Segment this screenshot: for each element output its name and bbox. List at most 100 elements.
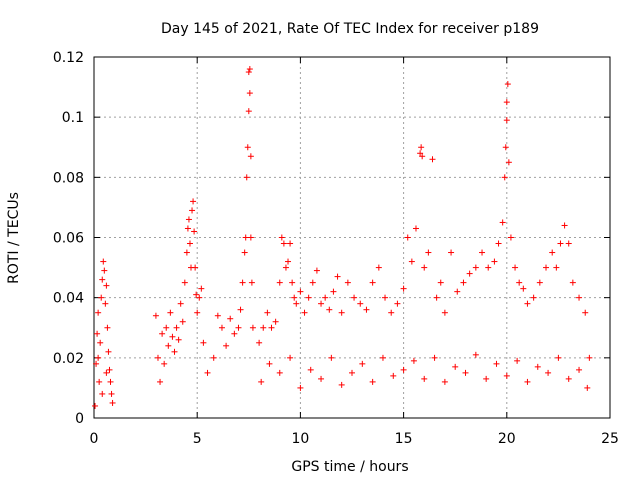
data-point-marker <box>425 249 432 256</box>
data-point-marker <box>99 390 106 397</box>
data-point-marker <box>369 279 376 286</box>
data-point-marker <box>501 174 508 181</box>
x-tick-label: 15 <box>395 431 413 447</box>
data-point-marker <box>100 258 107 265</box>
data-point-marker <box>582 309 589 316</box>
data-point-marker <box>357 300 364 307</box>
data-point-marker <box>305 294 312 301</box>
x-tick-label: 5 <box>193 431 202 447</box>
data-point-marker <box>495 240 502 247</box>
data-point-marker <box>382 294 389 301</box>
data-point-marker <box>94 330 101 337</box>
data-point-marker <box>99 276 106 283</box>
data-point-marker <box>183 249 190 256</box>
data-point-marker <box>359 360 366 367</box>
data-point-marker <box>503 99 510 106</box>
y-tick-label: 0.12 <box>53 50 84 66</box>
data-point-marker <box>462 369 469 376</box>
data-point-marker <box>276 279 283 286</box>
x-tick-label: 0 <box>90 431 99 447</box>
data-point-marker <box>338 309 345 316</box>
data-point-marker <box>231 330 238 337</box>
data-point-marker <box>191 228 198 235</box>
data-point-marker <box>200 339 207 346</box>
data-point-marker <box>344 279 351 286</box>
data-point-marker <box>204 369 211 376</box>
data-point-marker <box>248 279 255 286</box>
data-point-marker <box>460 279 467 286</box>
data-point-marker <box>266 360 273 367</box>
data-point-marker <box>98 294 105 301</box>
data-point-marker <box>493 360 500 367</box>
data-point-marker <box>375 264 382 271</box>
data-point-marker <box>101 267 108 274</box>
data-point-marker <box>338 381 345 388</box>
x-axis-label: GPS time / hours <box>291 459 408 475</box>
data-point-marker <box>278 234 285 241</box>
data-point-marker <box>503 372 510 379</box>
data-point-marker <box>549 249 556 256</box>
data-point-marker <box>218 324 225 331</box>
data-point-marker <box>431 354 438 361</box>
data-point-marker <box>328 354 335 361</box>
data-point-marker <box>400 366 407 373</box>
data-point-marker <box>154 354 161 361</box>
data-point-marker <box>584 384 591 391</box>
data-point-marker <box>512 264 519 271</box>
data-point-marker <box>103 369 110 376</box>
data-point-marker <box>433 294 440 301</box>
data-point-marker <box>247 153 254 160</box>
data-point-marker <box>565 240 572 247</box>
data-point-marker <box>507 234 514 241</box>
data-point-marker <box>454 288 461 295</box>
data-point-marker <box>196 294 203 301</box>
data-point-marker <box>223 342 230 349</box>
data-point-marker <box>93 360 100 367</box>
data-point-marker <box>394 300 401 307</box>
data-point-marker <box>561 222 568 229</box>
data-point-marker <box>256 339 263 346</box>
y-tick-label: 0.02 <box>53 351 84 367</box>
data-point-marker <box>379 354 386 361</box>
data-point-marker <box>404 234 411 241</box>
data-point-marker <box>479 249 486 256</box>
data-point-marker <box>243 174 250 181</box>
data-point-marker <box>390 372 397 379</box>
data-point-marker <box>260 324 267 331</box>
data-point-marker <box>520 285 527 292</box>
data-point-marker <box>246 90 253 97</box>
data-point-marker <box>276 369 283 376</box>
data-point-marker <box>543 264 550 271</box>
data-point-marker <box>181 279 188 286</box>
data-point-marker <box>545 369 552 376</box>
data-point-marker <box>264 309 271 316</box>
y-tick-label: 0.08 <box>53 170 84 186</box>
data-point-marker <box>92 402 99 409</box>
data-point-marker <box>441 309 448 316</box>
data-point-marker <box>103 282 110 289</box>
data-point-marker <box>421 375 428 382</box>
data-point-marker <box>419 153 426 160</box>
data-point-marker <box>530 294 537 301</box>
data-point-marker <box>565 375 572 382</box>
data-point-marker <box>173 324 180 331</box>
data-point-marker <box>97 339 104 346</box>
data-point-marker <box>534 363 541 370</box>
data-point-marker <box>349 369 355 376</box>
data-point-marker <box>247 234 254 241</box>
data-point-marker <box>272 318 279 325</box>
data-point-marker <box>491 258 498 265</box>
data-point-marker <box>388 309 395 316</box>
data-point-marker <box>171 348 178 355</box>
data-point-marker <box>268 324 275 331</box>
data-point-marker <box>417 150 424 157</box>
data-point-marker <box>245 108 252 115</box>
data-point-marker <box>107 378 114 385</box>
data-point-marker <box>322 294 329 301</box>
data-point-marker <box>235 324 242 331</box>
data-point-marker <box>285 258 292 265</box>
data-point-marker <box>237 306 244 313</box>
data-point-marker <box>157 378 164 385</box>
data-point-marker <box>175 336 182 343</box>
data-point-marker <box>198 285 205 292</box>
